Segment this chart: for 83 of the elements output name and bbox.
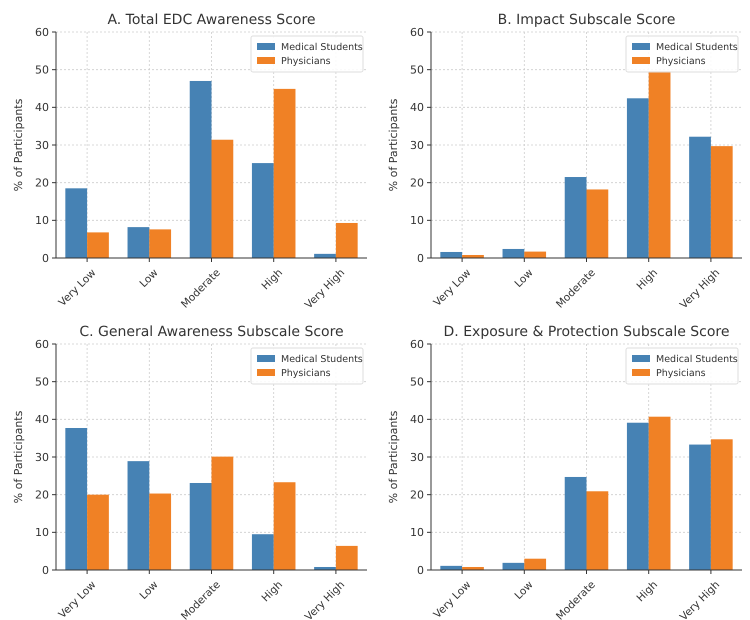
bar	[336, 222, 358, 258]
y-axis-title: % of Participants	[387, 98, 400, 192]
legend-label: Medical Students	[656, 42, 738, 53]
bar	[274, 88, 296, 258]
bar	[524, 252, 546, 258]
bar	[710, 146, 733, 258]
y-axis-title: % of Participants	[12, 410, 25, 504]
y-tick-label: 10	[35, 526, 49, 540]
y-tick-label: 50	[410, 64, 424, 77]
legend-label: Physicians	[281, 56, 331, 67]
bar	[689, 136, 711, 258]
y-tick-label: 20	[35, 488, 49, 502]
y-tick-label: 30	[35, 450, 49, 464]
bar	[648, 71, 670, 258]
y-tick-label: 20	[410, 488, 424, 502]
legend-label: Physicians	[281, 368, 331, 379]
y-tick-label: 10	[410, 526, 424, 540]
legend-label: Physicians	[656, 56, 706, 67]
bar	[252, 534, 274, 570]
bar	[87, 494, 109, 570]
y-tick-label: 60	[35, 26, 49, 39]
bar	[190, 482, 212, 570]
bar	[336, 546, 358, 570]
x-tick-label: Low	[512, 266, 536, 290]
bar	[87, 232, 109, 258]
bar	[190, 80, 212, 258]
bar	[586, 491, 608, 570]
legend-label: Medical Students	[281, 354, 363, 365]
bar	[128, 461, 150, 570]
legend-label: Medical Students	[656, 354, 738, 365]
bar	[440, 252, 462, 258]
y-tick-label: 30	[35, 138, 49, 152]
bar	[212, 456, 234, 570]
y-tick-label: 0	[417, 564, 424, 577]
bar	[689, 444, 711, 570]
y-tick-label: 20	[35, 176, 49, 190]
bar	[65, 188, 88, 258]
bar	[65, 428, 88, 570]
y-axis-title: % of Participants	[387, 410, 400, 504]
bar	[626, 98, 649, 258]
y-tick-label: 60	[35, 338, 49, 351]
y-tick-label: 0	[417, 252, 424, 265]
bar	[149, 494, 172, 570]
chart-title: A. Total EDC Awareness Score	[107, 12, 316, 28]
y-tick-label: 60	[410, 26, 424, 39]
y-tick-label: 20	[410, 176, 424, 190]
x-tick-label: Low	[138, 266, 161, 290]
bar	[252, 163, 274, 258]
legend-label: Medical Students	[281, 42, 363, 53]
y-tick-label: 40	[410, 413, 424, 426]
x-tick-label: Low	[138, 578, 161, 602]
y-tick-label: 40	[35, 413, 49, 426]
bar	[564, 476, 586, 570]
bar	[710, 439, 733, 570]
y-tick-label: 30	[410, 138, 424, 152]
y-axis-title: % of Participants	[12, 98, 25, 192]
bar	[212, 140, 234, 258]
y-tick-label: 10	[410, 214, 424, 228]
y-tick-label: 50	[410, 376, 424, 389]
bar	[274, 482, 296, 570]
legend-label: Physicians	[656, 368, 706, 379]
bar	[128, 227, 150, 258]
chart-title: D. Exposure & Protection Subscale Score	[444, 324, 730, 340]
y-tick-label: 50	[35, 64, 49, 77]
bar	[564, 177, 586, 258]
bar	[524, 558, 546, 570]
y-tick-label: 50	[35, 376, 49, 389]
bar	[648, 416, 670, 570]
bar	[149, 229, 172, 258]
x-tick-label: Low	[512, 578, 536, 602]
bar	[586, 189, 608, 258]
y-tick-label: 10	[35, 214, 49, 228]
y-tick-label: 0	[42, 252, 49, 265]
y-tick-label: 40	[410, 101, 424, 114]
bar	[626, 422, 649, 570]
y-tick-label: 40	[35, 101, 49, 114]
chart-title: C. General Awareness Subscale Score	[79, 324, 344, 340]
bar	[502, 248, 524, 258]
bar	[502, 562, 524, 570]
chart-title: B. Impact Subscale Score	[498, 12, 676, 28]
y-tick-label: 0	[42, 564, 49, 577]
y-tick-label: 30	[410, 450, 424, 464]
y-tick-label: 60	[410, 338, 424, 351]
